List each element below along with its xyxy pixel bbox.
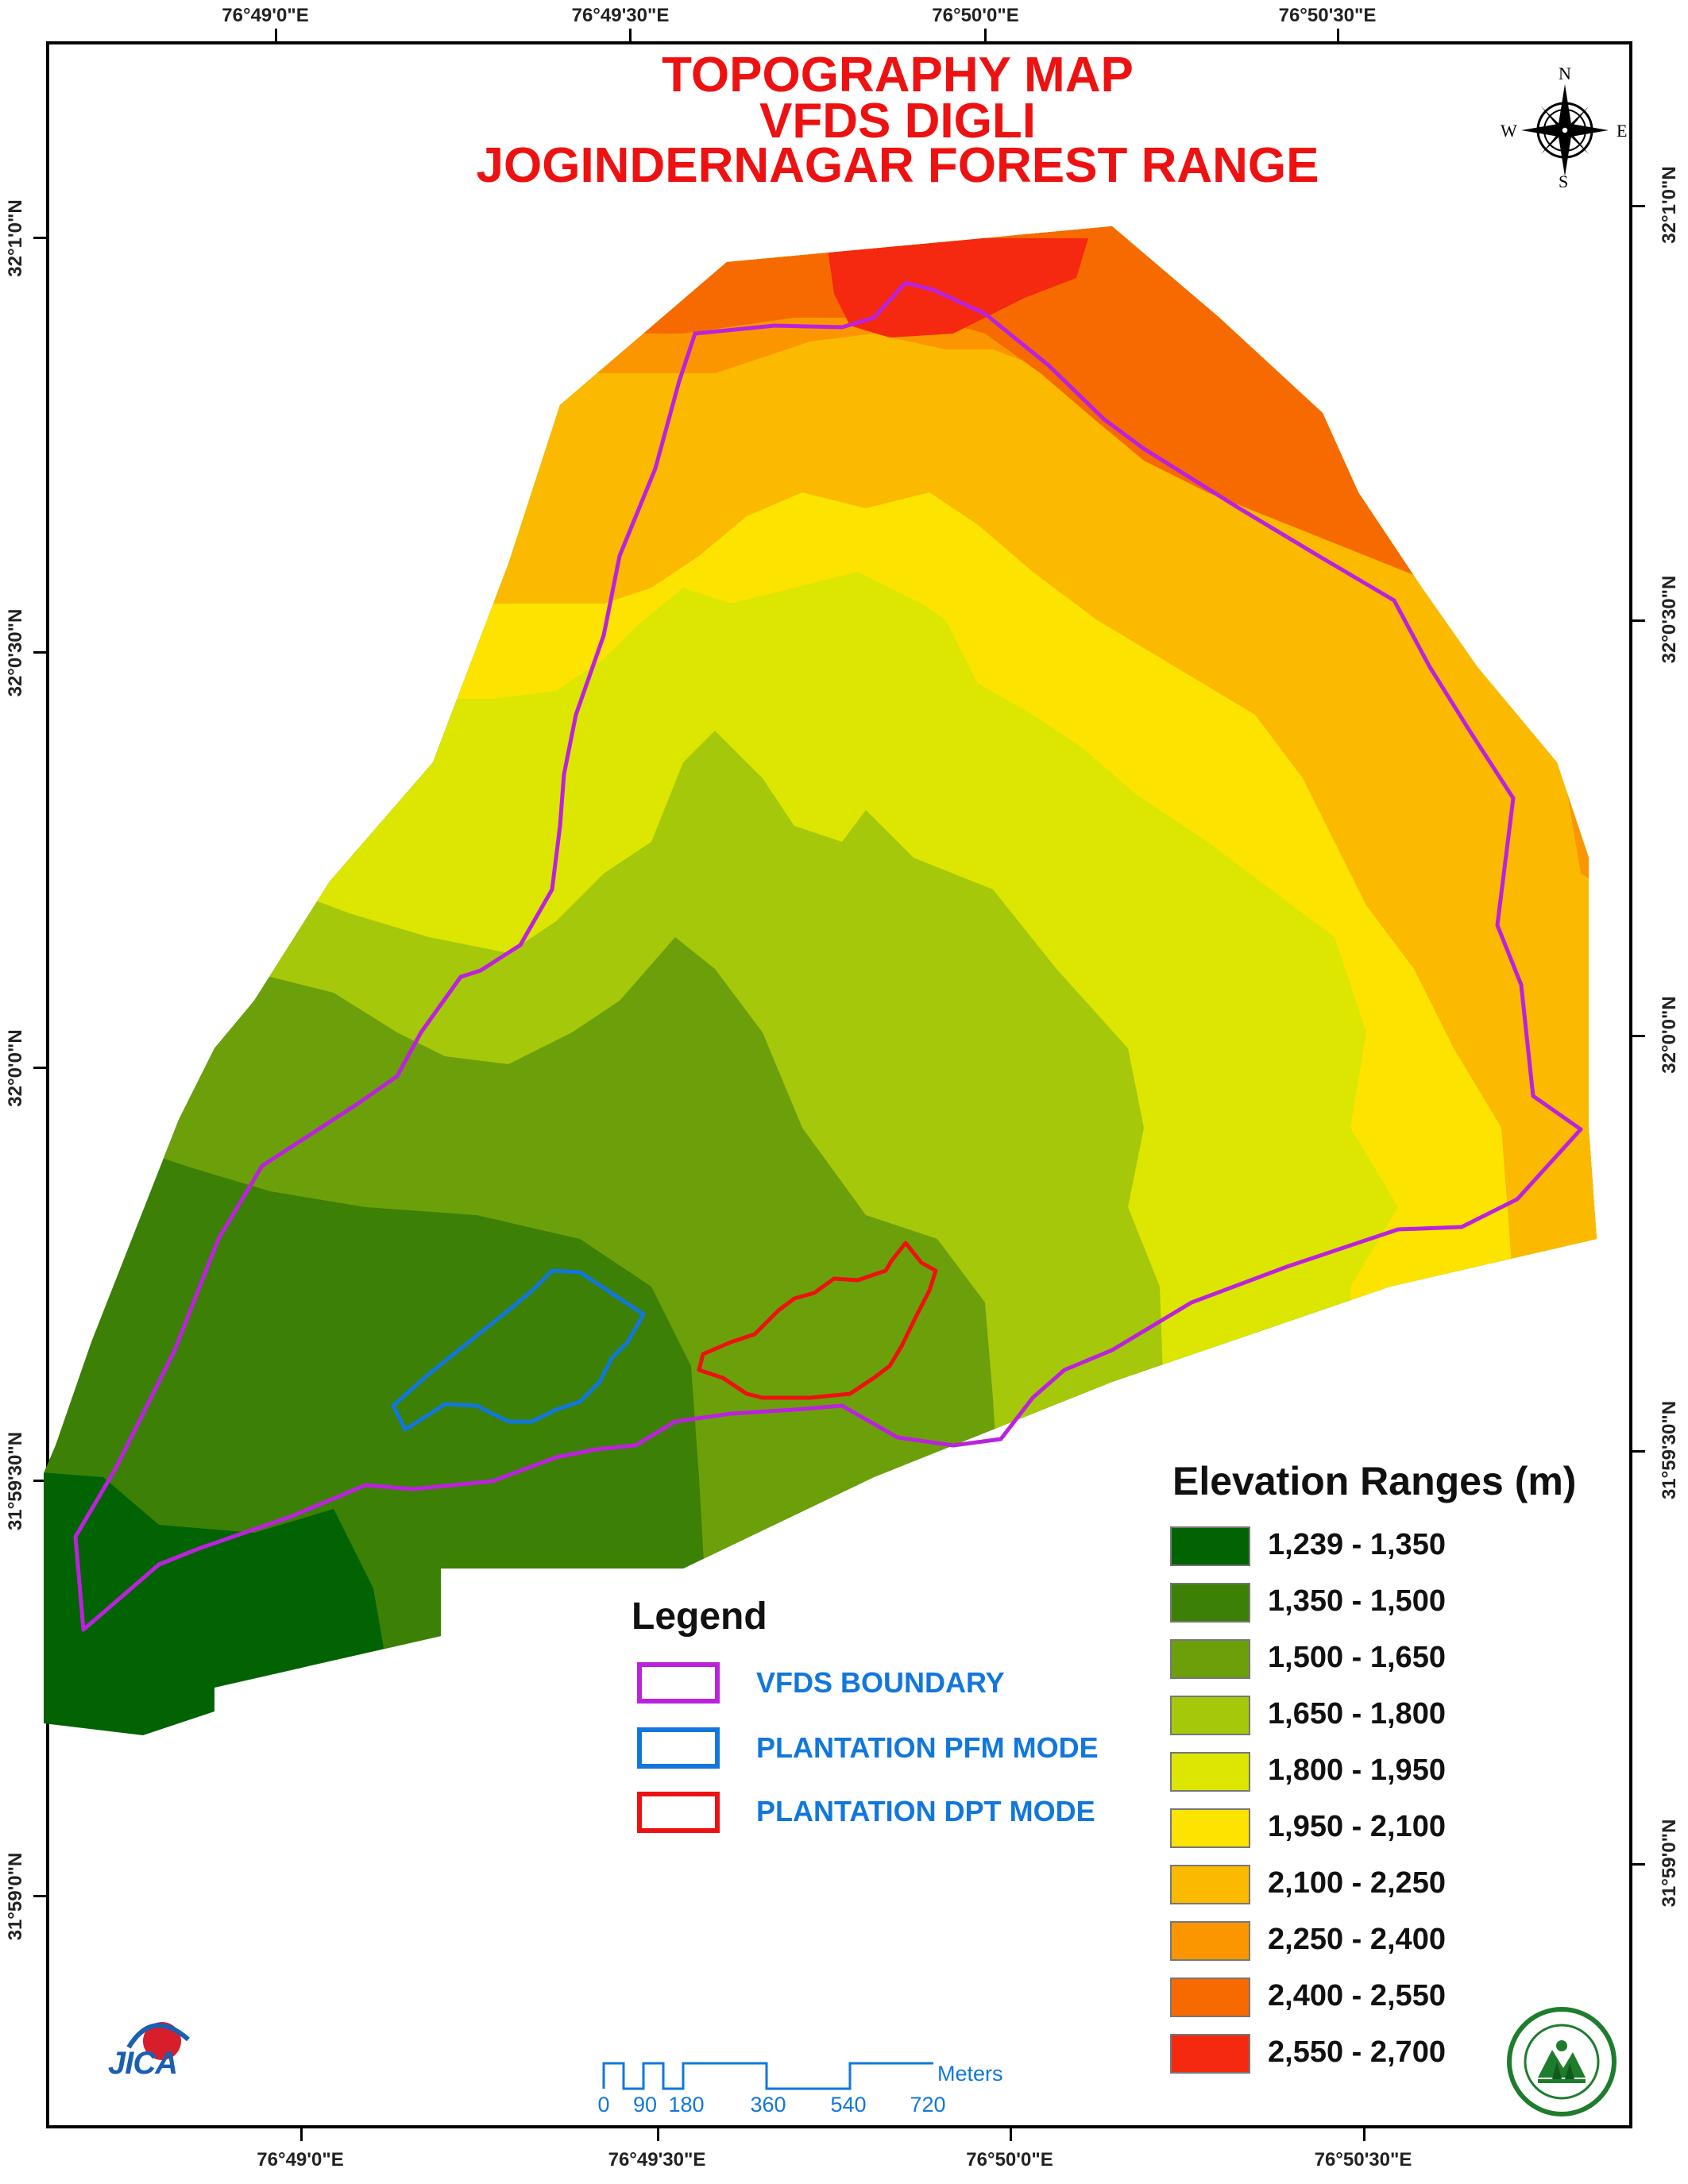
elevation-label-1: 1,239 - 1,350: [1268, 1528, 1446, 1561]
elevation-swatch-8: [1170, 1921, 1250, 1961]
elevation-legend-title: Elevation Ranges (m): [1172, 1459, 1577, 1503]
scale-label-180: 180: [668, 2093, 705, 2116]
tick-mark: [1632, 1450, 1645, 1453]
elevation-swatch-5: [1170, 1752, 1250, 1792]
map-title-line-3: JOGINDERNAGAR FOREST RANGE: [476, 138, 1319, 193]
elevation-label-4: 1,650 - 1,800: [1268, 1697, 1446, 1731]
legend-vfds-boundary-symbol: [637, 1662, 720, 1704]
lon-label-bottom-1: 76°49'0"E: [257, 2149, 344, 2170]
compass-s-label: S: [1559, 172, 1569, 191]
elevation-label-10: 2,550 - 2,700: [1268, 2035, 1446, 2069]
elevation-label-2: 1,350 - 1,500: [1268, 1584, 1446, 1618]
tick-mark: [1632, 205, 1645, 207]
legend-vfds-boundary-label: VFDS BOUNDARY: [756, 1666, 1005, 1699]
scale-label-90: 90: [632, 2093, 658, 2116]
tick-mark: [1632, 1863, 1645, 1866]
vfds-boundary-line: [73, 280, 1583, 1632]
elevation-swatch-10: [1170, 2034, 1250, 2074]
scale-label-360: 360: [750, 2093, 786, 2116]
plantation-pfm-line: [391, 1268, 646, 1432]
elevation-swatch-9: [1170, 1978, 1250, 2017]
scale-unit-label: Meters: [937, 2062, 1003, 2086]
tick-mark: [33, 237, 46, 239]
tick-mark: [300, 2128, 303, 2141]
compass-rose-icon: N S E W: [1497, 64, 1632, 191]
lon-label-top-2: 76°49'30"E: [571, 5, 670, 26]
tick-mark: [657, 2128, 659, 2141]
scale-label-0: 0: [597, 2093, 610, 2116]
elevation-label-3: 1,500 - 1,650: [1268, 1641, 1446, 1674]
lon-label-bottom-3: 76°50'0"E: [966, 2149, 1053, 2170]
lon-label-bottom-4: 76°50'30"E: [1314, 2149, 1412, 2170]
tick-mark: [984, 29, 987, 41]
jica-logo: JICA: [105, 2016, 192, 2091]
compass-w-label: W: [1501, 121, 1517, 141]
map-title-line-2: VFDS DIGLI: [759, 94, 1036, 149]
tick-mark: [1632, 1035, 1645, 1037]
map-title-line-1: TOPOGRAPHY MAP: [662, 48, 1134, 102]
legend-dpt-label: PLANTATION DPT MODE: [756, 1795, 1095, 1827]
elevation-label-8: 2,250 - 2,400: [1268, 1923, 1446, 1956]
tick-mark: [1632, 619, 1645, 622]
lon-label-top-1: 76°49'0"E: [222, 5, 309, 26]
elevation-label-6: 1,950 - 2,100: [1268, 1810, 1446, 1843]
tick-mark: [33, 1480, 46, 1482]
elevation-swatch-6: [1170, 1808, 1250, 1848]
tick-mark: [33, 1895, 46, 1897]
elevation-band-2550-2700: [826, 238, 1088, 338]
elevation-label-9: 2,400 - 2,550: [1268, 1979, 1446, 2012]
tick-mark: [1337, 29, 1339, 41]
elevation-swatch-2: [1170, 1583, 1250, 1623]
tick-mark: [33, 651, 46, 654]
compass-n-label: N: [1559, 64, 1571, 83]
tick-mark: [1363, 2128, 1365, 2141]
scale-label-540: 540: [830, 2093, 867, 2116]
scale-bar: [602, 2062, 933, 2090]
legend-pfm-label: PLANTATION PFM MODE: [756, 1731, 1099, 1764]
jica-logo-text: JICA: [108, 2046, 178, 2081]
tick-mark: [33, 1067, 46, 1069]
legend-title: Legend: [632, 1596, 767, 1638]
lon-label-top-4: 76°50'30"E: [1278, 5, 1377, 26]
tick-mark: [275, 29, 277, 41]
compass-e-label: E: [1617, 121, 1628, 141]
scale-label-720: 720: [910, 2093, 946, 2116]
lon-label-bottom-2: 76°49'30"E: [608, 2149, 706, 2170]
forest-department-emblem-icon: [1506, 2006, 1617, 2121]
plantation-dpt-line: [697, 1241, 938, 1400]
elevation-label-5: 1,800 - 1,950: [1268, 1754, 1446, 1787]
tick-mark: [629, 29, 632, 41]
elevation-swatch-4: [1170, 1696, 1250, 1735]
lon-label-top-3: 76°50'0"E: [932, 5, 1019, 26]
elevation-label-7: 2,100 - 2,250: [1268, 1866, 1446, 1900]
tick-mark: [1010, 2128, 1012, 2141]
legend-pfm-symbol: [637, 1727, 720, 1769]
elevation-swatch-1: [1170, 1526, 1250, 1566]
legend-dpt-symbol: [637, 1792, 720, 1833]
elevation-swatch-3: [1170, 1639, 1250, 1679]
elevation-swatch-7: [1170, 1865, 1250, 1904]
